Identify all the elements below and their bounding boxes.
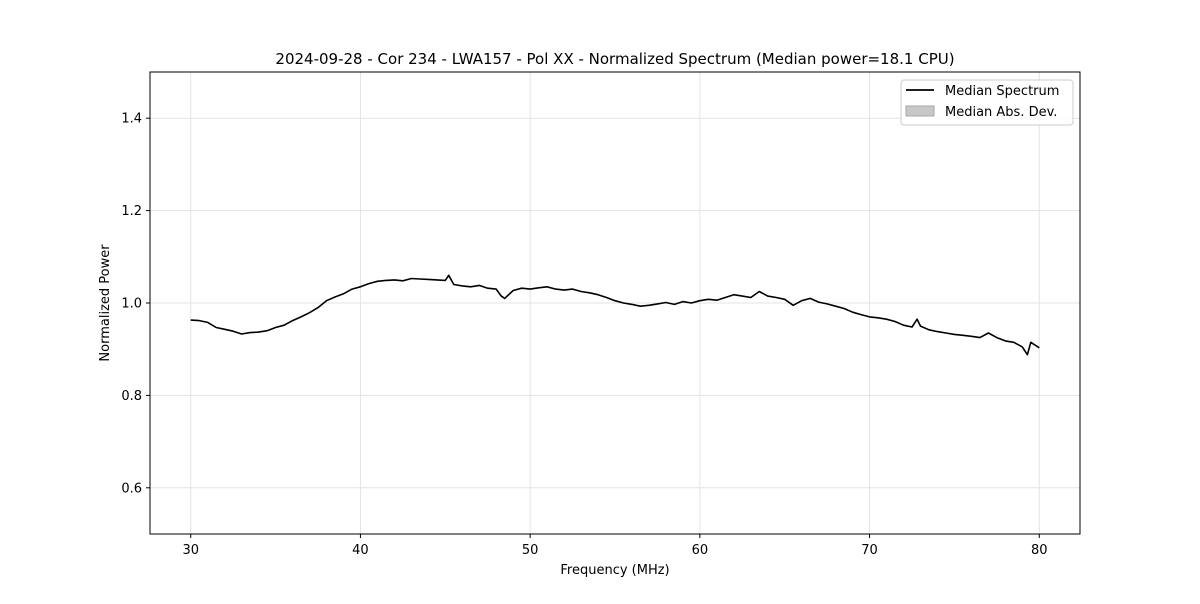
- x-tick-label: 70: [861, 543, 878, 558]
- legend-label-median-abs-dev: Median Abs. Dev.: [945, 105, 1057, 120]
- y-axis-label: Normalized Power: [98, 244, 113, 362]
- x-tick-label: 60: [692, 543, 709, 558]
- x-tick-label: 80: [1031, 543, 1048, 558]
- y-tick-label: 0.8: [121, 389, 142, 404]
- series-lines: [190, 274, 1040, 356]
- x-tick-label: 30: [182, 543, 199, 558]
- x-tick-label: 40: [352, 543, 369, 558]
- legend: Median Spectrum Median Abs. Dev.: [900, 79, 1074, 126]
- x-tick-label: 50: [522, 543, 539, 558]
- y-tick-label: 1.2: [121, 204, 142, 219]
- axis-ticks: 30 40 50 60 70 80 0.6 0.8 1.0 1.2 1.4: [121, 112, 1047, 558]
- y-tick-label: 0.6: [121, 481, 142, 496]
- y-tick-label: 1.0: [121, 297, 142, 312]
- chart-title: 2024-09-28 - Cor 234 - LWA157 - Pol XX -…: [275, 50, 954, 68]
- y-tick-label: 1.4: [121, 112, 142, 127]
- series-line-median-spectrum: [190, 274, 1040, 356]
- x-axis-label: Frequency (MHz): [560, 563, 669, 578]
- legend-patch-swatch: [905, 105, 935, 117]
- legend-box: [900, 79, 1074, 126]
- legend-label-median-spectrum: Median Spectrum: [945, 84, 1059, 99]
